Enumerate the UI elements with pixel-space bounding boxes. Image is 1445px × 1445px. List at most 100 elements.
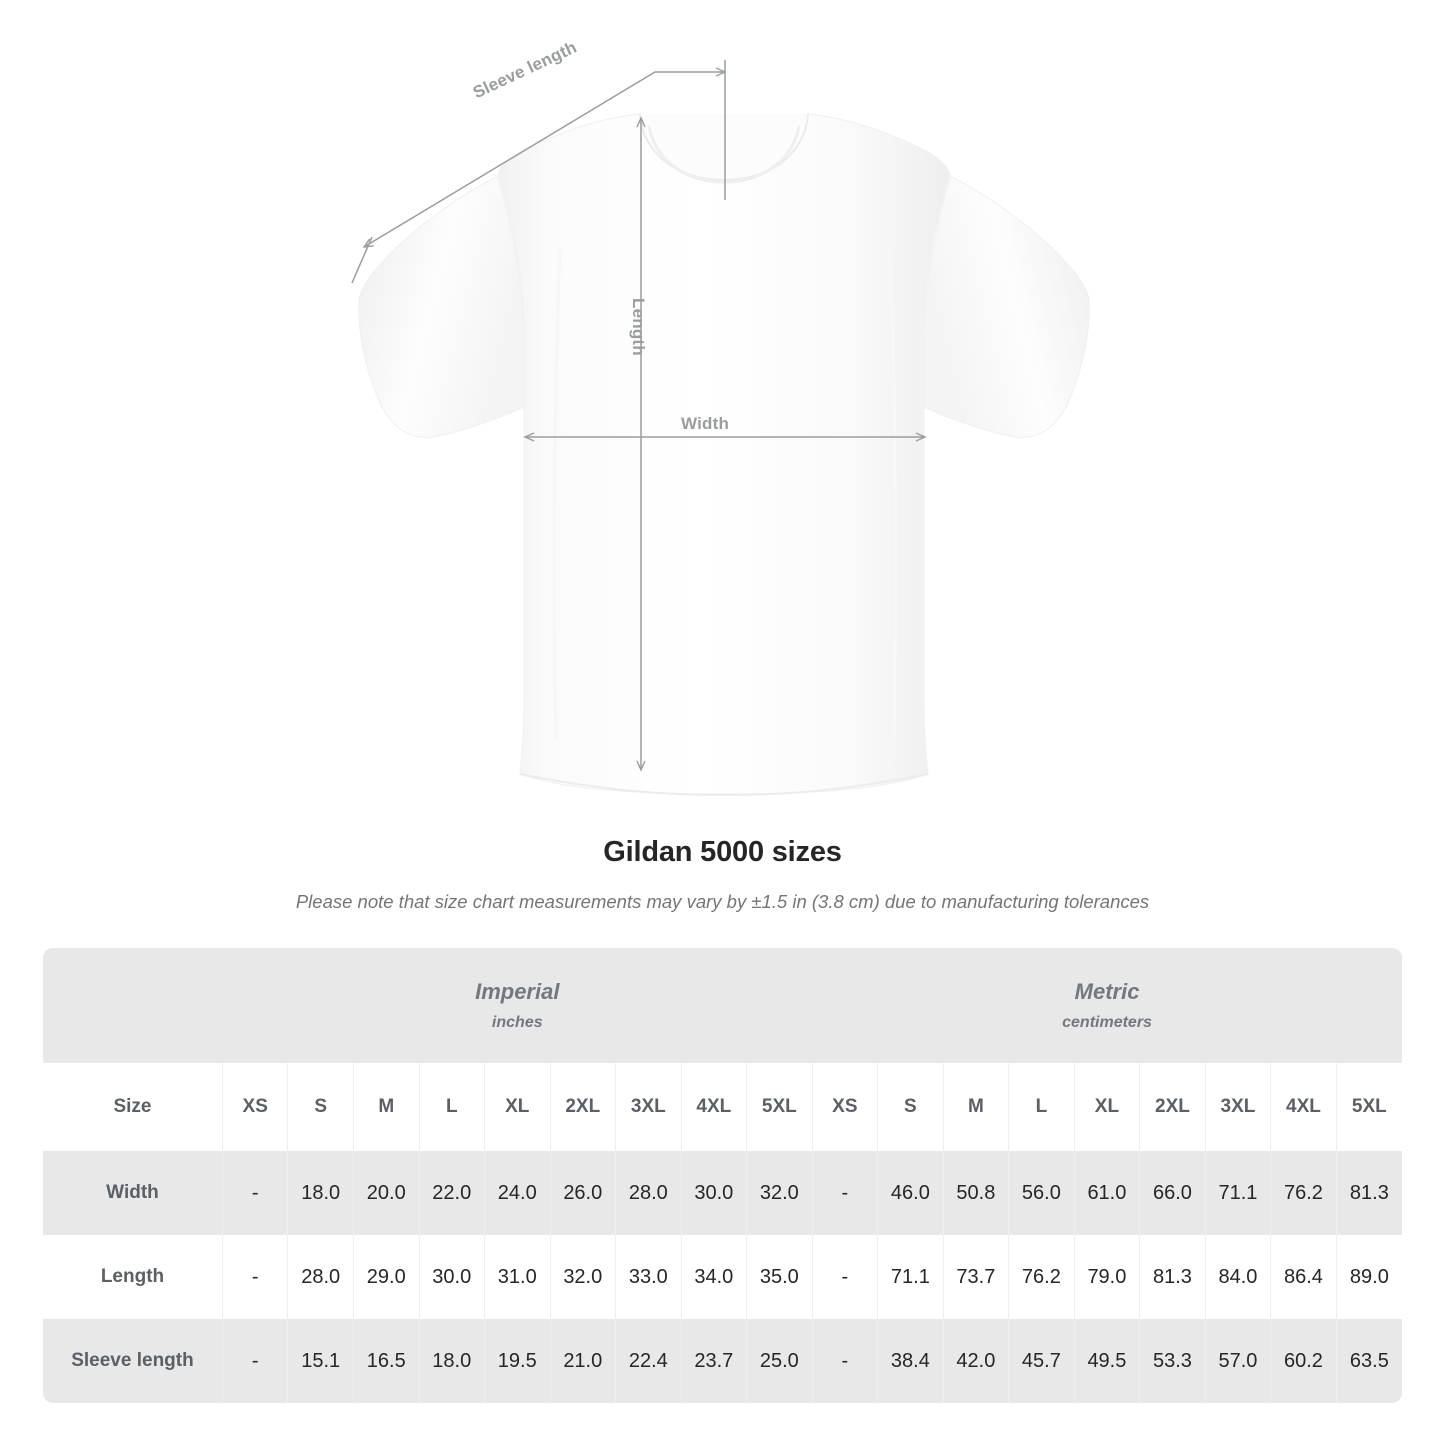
shirt-body [497, 113, 951, 797]
annotation-sleeve-length [351, 60, 727, 284]
column-header-imperial-5xl: 5XL [746, 1063, 813, 1151]
cell-sleeve-metric-2xl: 53.3 [1139, 1319, 1206, 1403]
cell-length-metric-xs: - [812, 1235, 879, 1319]
cell-sleeve-imperial-s: 15.1 [287, 1319, 354, 1403]
cell-width-imperial-m: 20.0 [353, 1151, 420, 1235]
cell-length-metric-l: 76.2 [1008, 1235, 1075, 1319]
column-header-imperial-s: S [287, 1063, 354, 1151]
tolerance-note: Please note that size chart measurements… [295, 891, 1150, 912]
cell-sleeve-metric-3xl: 57.0 [1205, 1319, 1272, 1403]
cell-sleeve-metric-4xl: 60.2 [1270, 1319, 1337, 1403]
cell-width-metric-4xl: 76.2 [1270, 1151, 1337, 1235]
cell-sleeve-imperial-3xl: 22.4 [615, 1319, 682, 1403]
title-block: Gildan 5000 sizes Please note that size … [0, 836, 1445, 913]
cell-width-imperial-xs: - [222, 1151, 289, 1235]
cell-length-imperial-3xl: 33.0 [615, 1235, 682, 1319]
size-table-container: Imperial inches Metric centimeters Size … [43, 948, 1402, 1403]
cell-width-metric-3xl: 71.1 [1205, 1151, 1272, 1235]
cell-width-imperial-3xl: 28.0 [615, 1151, 682, 1235]
column-header-metric-l: L [1008, 1063, 1075, 1151]
cell-length-imperial-s: 28.0 [287, 1235, 354, 1319]
column-header-metric-s: S [877, 1063, 944, 1151]
row-label-sleeve-length: Sleeve length [43, 1319, 223, 1403]
cell-width-imperial-xl: 24.0 [484, 1151, 551, 1235]
column-header-imperial-l: L [419, 1063, 486, 1151]
width-dimension-label: Width [681, 414, 730, 433]
cell-sleeve-imperial-4xl: 23.7 [681, 1319, 748, 1403]
cell-width-imperial-5xl: 32.0 [746, 1151, 813, 1235]
row-label-width: Width [43, 1151, 223, 1235]
unit-group-imperial-name: Imperial [475, 979, 560, 1005]
table-row: Length - 28.0 29.0 30.0 31.0 32.0 33.0 3… [43, 1235, 1402, 1319]
size-header-row: Size XS S M L XL 2XL 3XL 4XL 5XL XS S M … [43, 1063, 1402, 1151]
cell-length-metric-4xl: 86.4 [1270, 1235, 1337, 1319]
cell-length-imperial-m: 29.0 [353, 1235, 420, 1319]
column-header-imperial-xl: XL [484, 1063, 551, 1151]
cell-sleeve-metric-l: 45.7 [1008, 1319, 1075, 1403]
cell-width-metric-5xl: 81.3 [1336, 1151, 1402, 1235]
column-header-metric-4xl: 4XL [1270, 1063, 1337, 1151]
unit-group-imperial: Imperial inches [222, 948, 813, 1063]
unit-group-metric: Metric centimeters [812, 948, 1402, 1063]
cell-length-metric-5xl: 89.0 [1336, 1235, 1402, 1319]
column-header-metric-5xl: 5XL [1336, 1063, 1402, 1151]
cell-sleeve-imperial-xl: 19.5 [484, 1319, 551, 1403]
length-dimension-label: Length [629, 298, 648, 356]
size-chart-table: Imperial inches Metric centimeters Size … [43, 948, 1402, 1403]
cell-length-metric-s: 71.1 [877, 1235, 944, 1319]
unit-group-row: Imperial inches Metric centimeters [43, 948, 1402, 1063]
cell-width-imperial-2xl: 26.0 [550, 1151, 617, 1235]
cell-length-imperial-2xl: 32.0 [550, 1235, 617, 1319]
column-header-metric-3xl: 3XL [1205, 1063, 1272, 1151]
cell-length-metric-3xl: 84.0 [1205, 1235, 1272, 1319]
cell-length-metric-m: 73.7 [943, 1235, 1010, 1319]
cell-sleeve-imperial-l: 18.0 [419, 1319, 486, 1403]
unit-spacer-cell [43, 948, 223, 1063]
page-title: Gildan 5000 sizes [603, 836, 842, 868]
tshirt-diagram: Sleeve length Length Width [351, 38, 1090, 797]
cell-sleeve-imperial-2xl: 21.0 [550, 1319, 617, 1403]
cell-width-imperial-s: 18.0 [287, 1151, 354, 1235]
shirt-left-sleeve [358, 175, 525, 438]
table-row: Sleeve length - 15.1 16.5 18.0 19.5 21.0… [43, 1319, 1402, 1403]
cell-sleeve-metric-xs: - [812, 1319, 879, 1403]
column-header-imperial-xs: XS [222, 1063, 289, 1151]
cell-width-metric-xs: - [812, 1151, 879, 1235]
cell-width-metric-xl: 61.0 [1074, 1151, 1141, 1235]
cell-width-metric-2xl: 66.0 [1139, 1151, 1206, 1235]
column-header-metric-xs: XS [812, 1063, 879, 1151]
cell-sleeve-imperial-5xl: 25.0 [746, 1319, 813, 1403]
table-row: Width - 18.0 20.0 22.0 24.0 26.0 28.0 30… [43, 1151, 1402, 1235]
cell-width-imperial-4xl: 30.0 [681, 1151, 748, 1235]
cell-length-imperial-xs: - [222, 1235, 289, 1319]
unit-group-imperial-sub: inches [491, 1013, 543, 1031]
cell-length-metric-2xl: 81.3 [1139, 1235, 1206, 1319]
cell-sleeve-imperial-m: 16.5 [353, 1319, 420, 1403]
column-header-metric-2xl: 2XL [1139, 1063, 1206, 1151]
unit-group-metric-name: Metric [1074, 979, 1140, 1005]
cell-length-imperial-4xl: 34.0 [681, 1235, 748, 1319]
cell-width-metric-m: 50.8 [943, 1151, 1010, 1235]
shirt-right-sleeve [923, 175, 1090, 438]
row-label-length: Length [43, 1235, 223, 1319]
cell-sleeve-metric-xl: 49.5 [1074, 1319, 1141, 1403]
cell-sleeve-metric-m: 42.0 [943, 1319, 1010, 1403]
cell-sleeve-imperial-xs: - [222, 1319, 289, 1403]
cell-sleeve-metric-5xl: 63.5 [1336, 1319, 1402, 1403]
column-header-imperial-m: M [353, 1063, 420, 1151]
cell-length-imperial-5xl: 35.0 [746, 1235, 813, 1319]
cell-width-metric-l: 56.0 [1008, 1151, 1075, 1235]
column-header-metric-m: M [943, 1063, 1010, 1151]
column-header-imperial-4xl: 4XL [681, 1063, 748, 1151]
cell-width-imperial-l: 22.0 [419, 1151, 486, 1235]
unit-group-metric-sub: centimeters [1062, 1013, 1152, 1031]
column-header-imperial-3xl: 3XL [615, 1063, 682, 1151]
column-header-metric-xl: XL [1074, 1063, 1141, 1151]
cell-sleeve-metric-s: 38.4 [877, 1319, 944, 1403]
cell-width-metric-s: 46.0 [877, 1151, 944, 1235]
cell-length-imperial-xl: 31.0 [484, 1235, 551, 1319]
cell-length-metric-xl: 79.0 [1074, 1235, 1141, 1319]
tshirt-illustration [351, 60, 1090, 797]
column-header-imperial-2xl: 2XL [550, 1063, 617, 1151]
